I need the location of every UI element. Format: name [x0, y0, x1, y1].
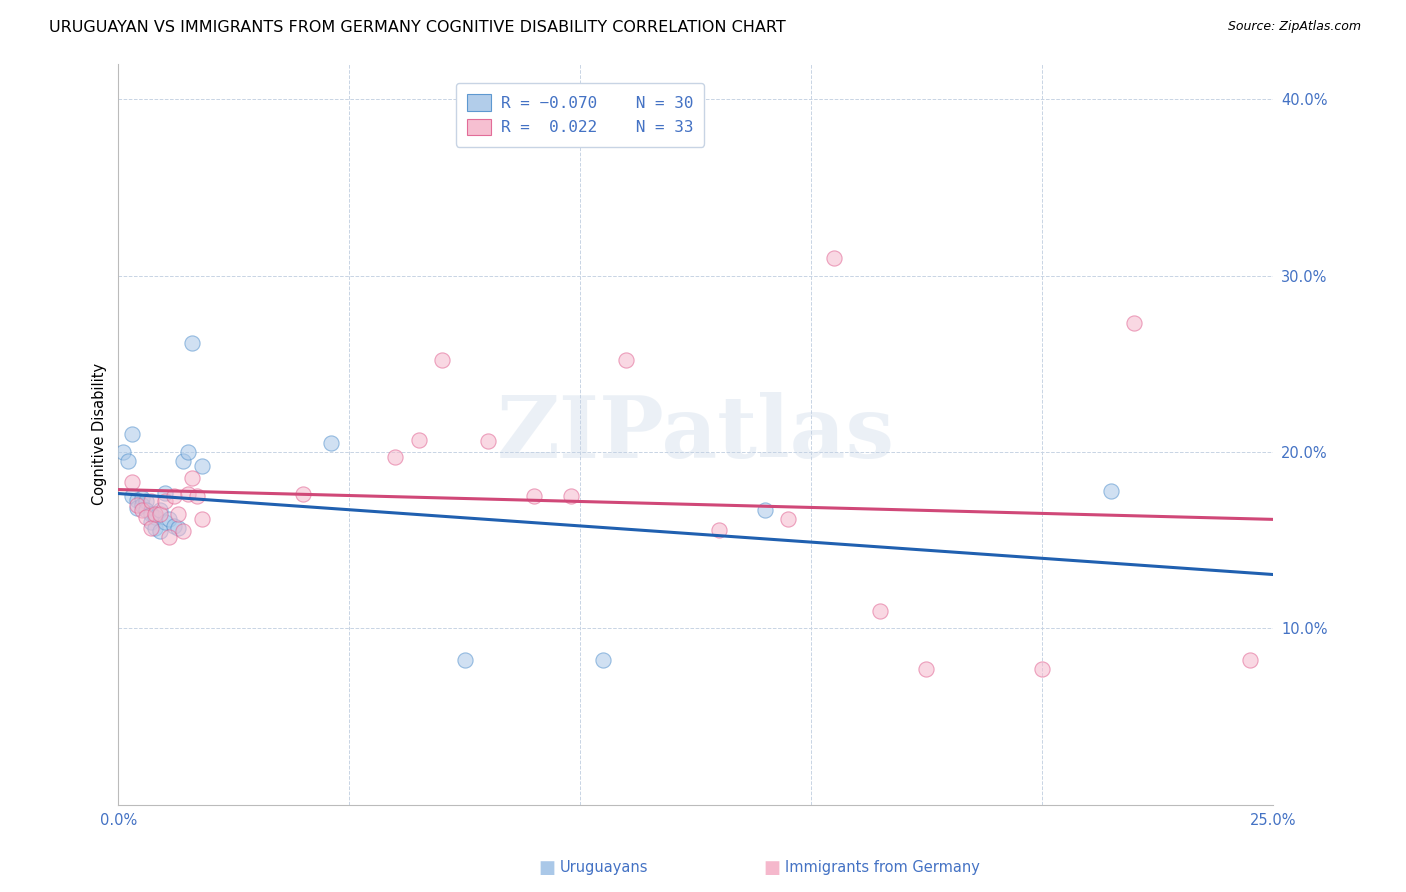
Point — [190, 512, 212, 526]
Point — [430, 353, 453, 368]
Point — [181, 471, 204, 485]
Point — [139, 494, 162, 508]
Point — [319, 436, 342, 450]
Point — [139, 521, 162, 535]
Point — [163, 519, 186, 533]
Point — [131, 491, 153, 505]
Point — [190, 459, 212, 474]
Legend: R = −0.070    N = 30, R =  0.022    N = 33: R = −0.070 N = 30, R = 0.022 N = 33 — [456, 83, 704, 146]
Point — [135, 503, 157, 517]
Point — [131, 498, 153, 512]
Point — [1031, 662, 1053, 676]
Point — [135, 510, 157, 524]
Point — [157, 512, 180, 526]
Point — [176, 445, 198, 459]
Point — [754, 503, 776, 517]
Point — [614, 353, 637, 368]
Text: ZIPatlas: ZIPatlas — [496, 392, 894, 476]
Point — [121, 489, 143, 503]
Point — [149, 507, 172, 521]
Point — [167, 507, 190, 521]
Point — [1099, 483, 1122, 498]
Point — [1123, 316, 1146, 330]
Point — [186, 489, 208, 503]
Point — [135, 494, 157, 508]
Point — [384, 450, 406, 465]
Point — [181, 335, 204, 350]
Point — [1239, 653, 1261, 667]
Point — [707, 523, 730, 537]
Point — [125, 492, 148, 507]
Point — [176, 487, 198, 501]
Text: Immigrants from Germany: Immigrants from Germany — [785, 861, 980, 875]
Point — [125, 501, 148, 516]
Point — [153, 494, 176, 508]
Point — [292, 487, 315, 501]
Point — [167, 521, 190, 535]
Point — [153, 485, 176, 500]
Text: URUGUAYAN VS IMMIGRANTS FROM GERMANY COGNITIVE DISABILITY CORRELATION CHART: URUGUAYAN VS IMMIGRANTS FROM GERMANY COG… — [49, 20, 786, 35]
Point — [145, 510, 167, 524]
Point — [157, 530, 180, 544]
Text: ■: ■ — [538, 859, 555, 877]
Point — [125, 498, 148, 512]
Point — [145, 521, 167, 535]
Point — [477, 434, 499, 449]
Text: ■: ■ — [763, 859, 780, 877]
Point — [131, 503, 153, 517]
Point — [454, 653, 477, 667]
Point — [172, 454, 194, 468]
Text: Source: ZipAtlas.com: Source: ZipAtlas.com — [1227, 20, 1361, 33]
Point — [523, 489, 546, 503]
Point — [172, 524, 194, 539]
Text: Uruguayans: Uruguayans — [560, 861, 648, 875]
Point — [823, 251, 845, 265]
Point — [139, 507, 162, 521]
Point — [915, 662, 938, 676]
Point — [592, 653, 614, 667]
Point — [869, 604, 891, 618]
Point — [408, 433, 430, 447]
Point — [560, 489, 582, 503]
Y-axis label: Cognitive Disability: Cognitive Disability — [93, 363, 107, 506]
Point — [121, 475, 143, 489]
Point — [121, 427, 143, 442]
Point — [139, 516, 162, 530]
Point — [153, 516, 176, 530]
Point — [149, 503, 172, 517]
Point — [163, 489, 186, 503]
Point — [112, 445, 135, 459]
Point — [776, 512, 799, 526]
Point — [145, 507, 167, 521]
Point — [149, 524, 172, 539]
Point — [117, 454, 139, 468]
